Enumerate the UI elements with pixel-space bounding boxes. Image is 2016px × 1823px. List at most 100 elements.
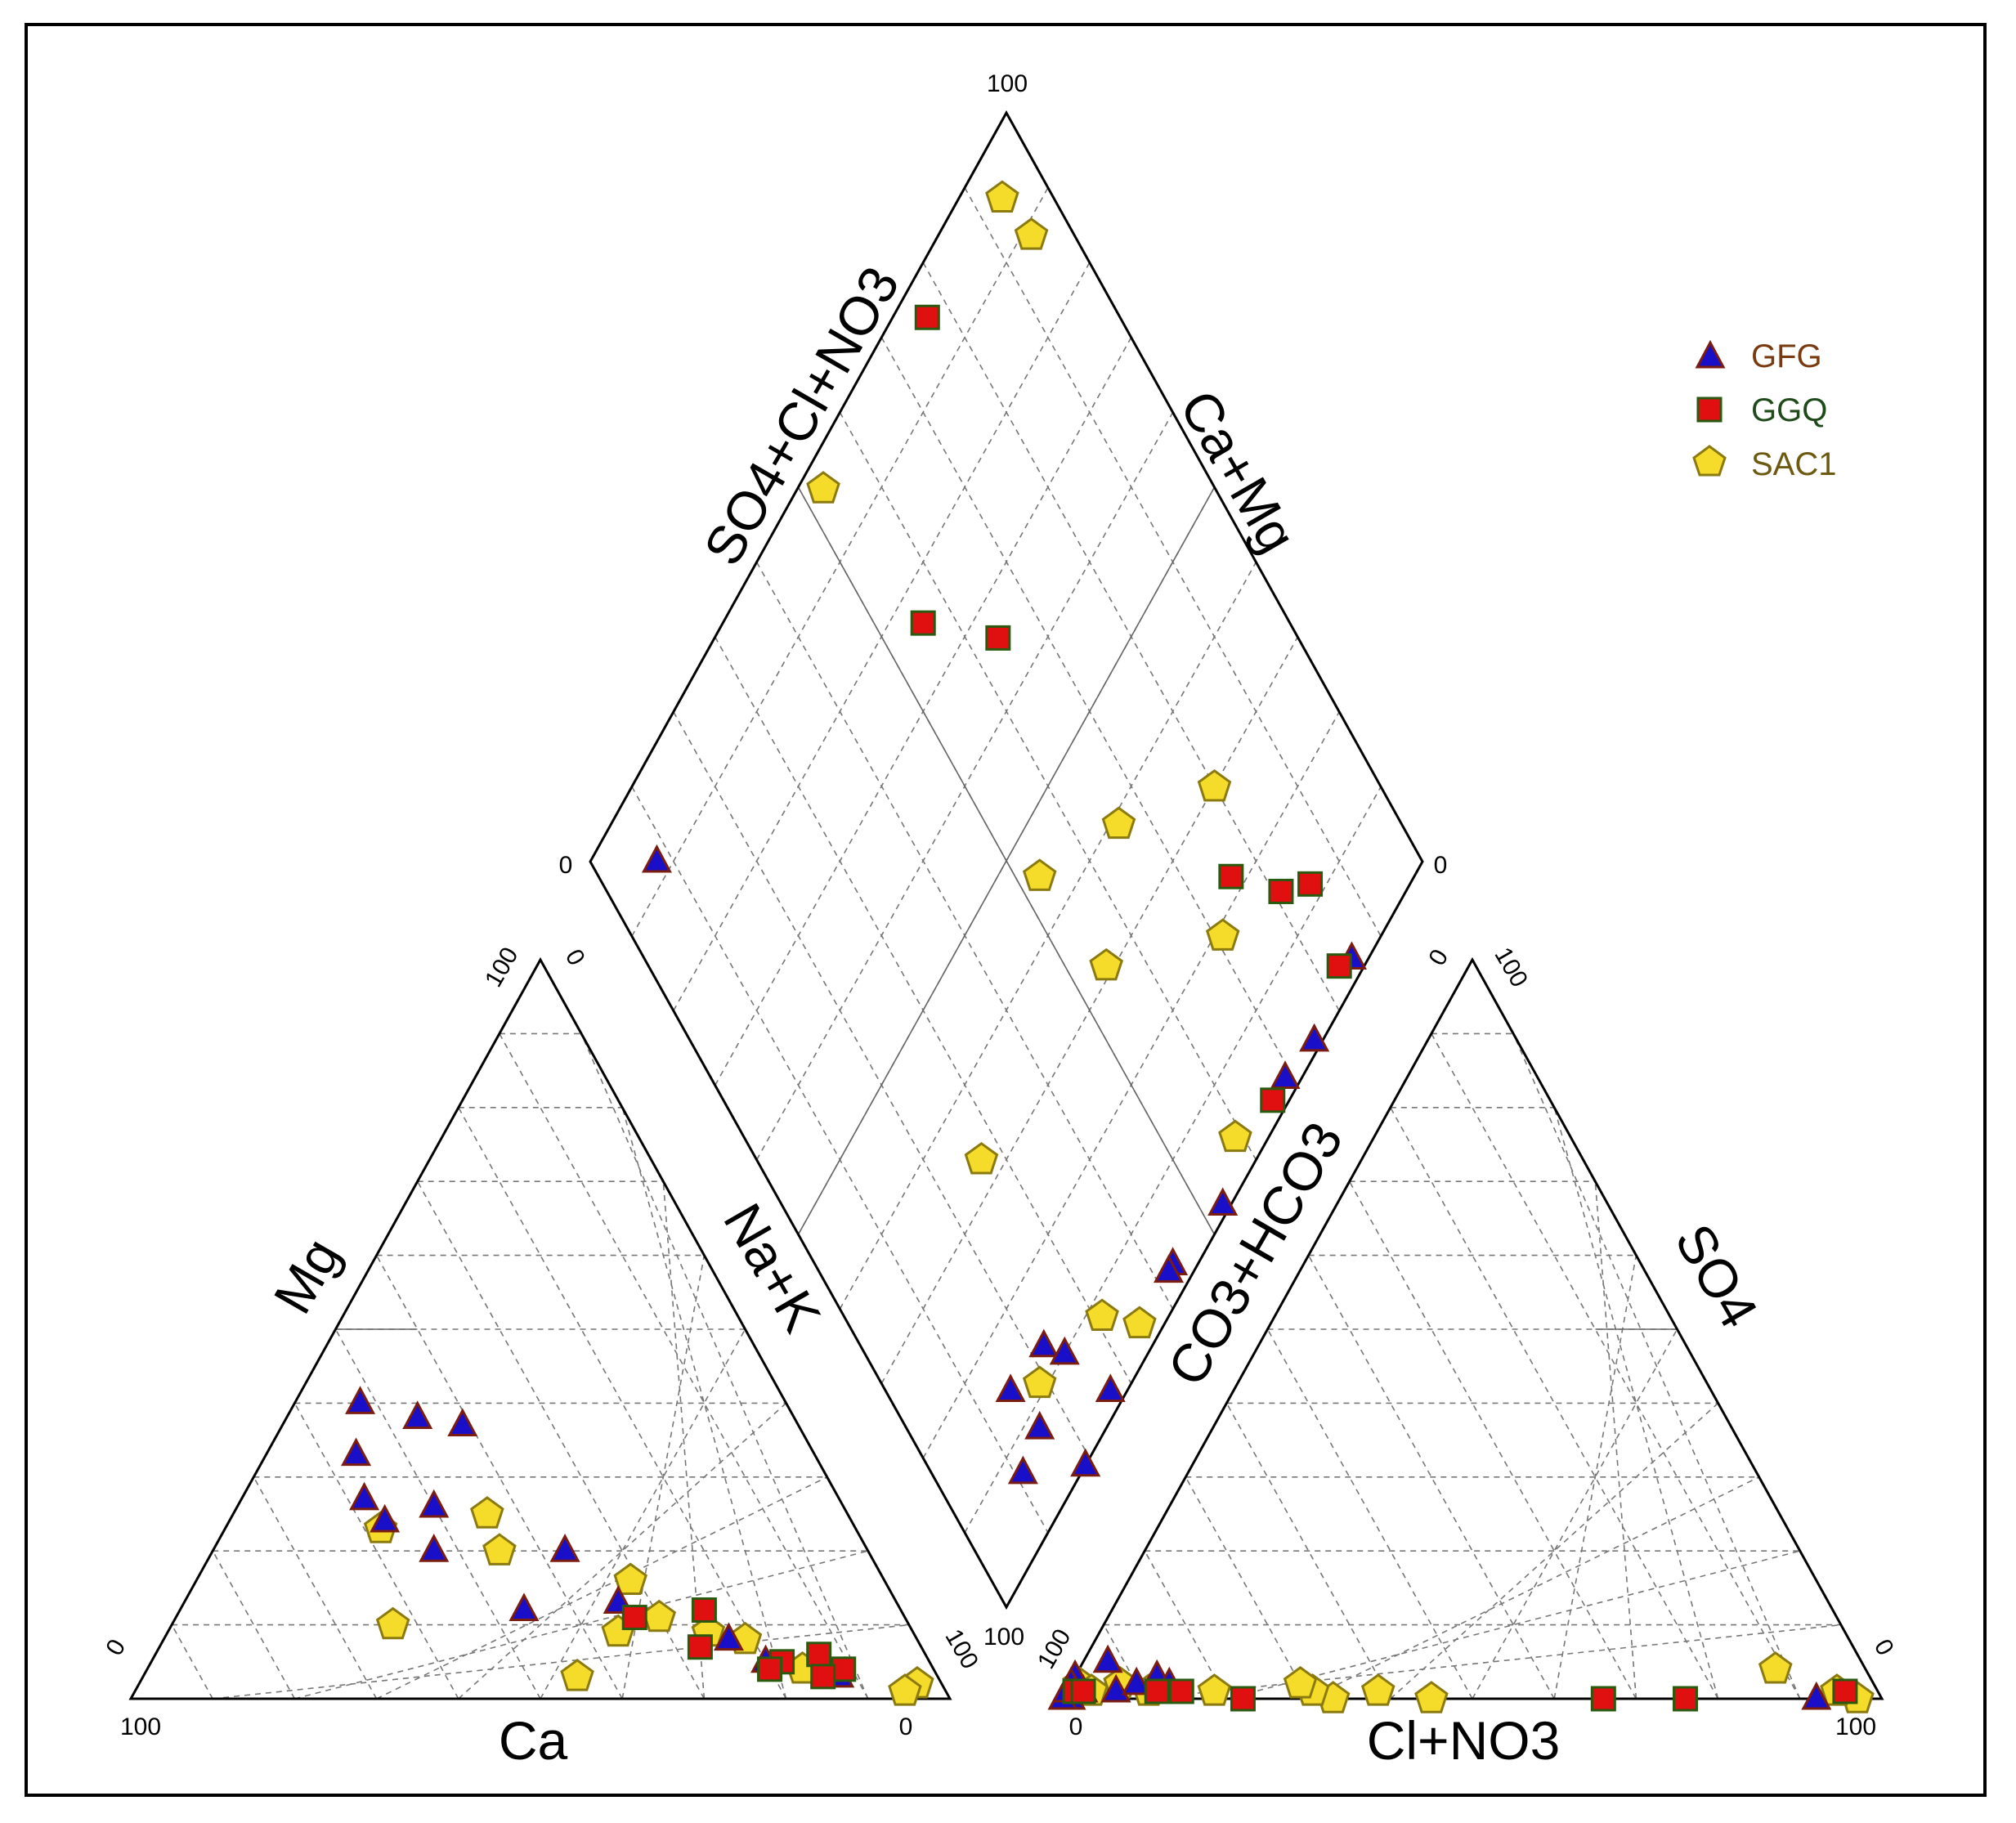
axis-label-ca-mg: Ca+Mg (1168, 380, 1308, 562)
point-ggq-diamond-0 (910, 610, 936, 636)
point-sac1-cation-5 (613, 1562, 647, 1595)
cation-grid-r-5 (334, 1328, 541, 1700)
point-gfg-anion-3 (1100, 1673, 1131, 1703)
point-ggq-cation-4 (757, 1656, 783, 1682)
anion-grid-r-9 (1431, 1033, 1801, 1700)
tick-hco3-100: 100 (1033, 1624, 1077, 1673)
point-sac1-diamond-11 (1197, 768, 1232, 802)
point-ggq-diamond-1 (985, 625, 1011, 651)
point-gfg-diamond-10 (1270, 1060, 1301, 1089)
legend-marker-ggq (1696, 396, 1723, 423)
axis-label-ca: Ca (499, 1710, 568, 1771)
anion-grid-r-5 (1266, 1328, 1473, 1700)
tick-hco3-0: 0 (1423, 945, 1454, 970)
point-gfg-cation-1 (402, 1400, 433, 1429)
tick-na-100: 100 (939, 1624, 983, 1673)
anion-triangle-outline (1060, 956, 1884, 1700)
point-gfg-diamond-2 (1028, 1328, 1060, 1358)
point-gfg-cation-3 (341, 1437, 372, 1467)
point-ggq-diamond-4 (1218, 863, 1244, 889)
anion-grid-r-2 (1144, 1550, 1228, 1700)
points-layer (341, 180, 1875, 1713)
point-sac1-anion-10 (1197, 1673, 1232, 1706)
tick-diamond-left: 0 (559, 852, 573, 879)
legend-item-sac1: SAC1 (1692, 445, 1837, 482)
cation-grid-r-3 (253, 1476, 378, 1700)
diamond-guide-b (797, 486, 1216, 1235)
point-ggq-anion-5 (1168, 1678, 1194, 1704)
point-gfg-anion-1 (1092, 1644, 1123, 1673)
point-gfg-cation-0 (345, 1386, 376, 1414)
point-sac1-diamond-3 (1089, 947, 1123, 981)
anion-grid-l-5 (1472, 1328, 1678, 1700)
tick-mg-100: 100 (480, 943, 524, 992)
legend-item-ggq: GGQ (1696, 392, 1827, 428)
point-sac1-diamond-12 (985, 180, 1019, 213)
anion-grid-l-8 (1553, 1107, 1719, 1700)
chart-frame (25, 23, 1987, 1797)
point-ggq-diamond-6 (1297, 871, 1324, 897)
point-sac1-diamond-5 (1022, 858, 1057, 891)
point-gfg-diamond-3 (1007, 1455, 1038, 1485)
cation-grid-l-2 (294, 1550, 868, 1700)
point-gfg-cation-9 (508, 1592, 540, 1622)
point-gfg-cation-5 (349, 1481, 380, 1511)
anion-grid-l-9 (1512, 1033, 1801, 1700)
legend-label-ggq: GGQ (1751, 392, 1827, 428)
anion-grid-r-3 (1185, 1476, 1310, 1700)
tick-na-0: 0 (560, 945, 590, 970)
point-sac1-diamond-8 (1122, 1306, 1157, 1339)
tick-diamond-bottom: 100 (983, 1624, 1024, 1651)
tick-ca-0: 0 (899, 1713, 913, 1740)
cation-grid-r-2 (212, 1550, 296, 1700)
legend-item-gfg: GFG (1695, 338, 1822, 374)
tick-so4-0: 0 (1869, 1635, 1899, 1660)
axis-label-so4-cl-no3: SO4+Cl+NO3 (692, 257, 911, 576)
point-gfg-cation-2 (447, 1408, 478, 1437)
legend-label-gfg: GFG (1751, 338, 1822, 374)
cation-grid-r-1 (171, 1624, 213, 1700)
tick-ca-100: 100 (120, 1713, 161, 1740)
point-sac1-diamond-4 (1101, 806, 1136, 840)
diamond-outline (589, 110, 1424, 1610)
point-gfg-cation-12 (370, 1503, 401, 1533)
point-gfg-diamond-13 (1299, 1023, 1330, 1052)
point-gfg-diamond-9 (1154, 1254, 1185, 1283)
point-sac1-cation-7 (470, 1496, 504, 1529)
tick-diamond-right: 0 (1434, 852, 1448, 879)
point-sac1-cation-0 (560, 1659, 594, 1691)
tick-diamond-top: 100 (987, 70, 1028, 97)
tick-cl-0: 0 (1069, 1713, 1083, 1740)
anion-grid-r-7 (1349, 1180, 1637, 1700)
point-sac1-cation-12 (888, 1673, 922, 1706)
cation-grid-l-5 (540, 1328, 746, 1700)
outline-layer (128, 110, 1884, 1700)
grid-layer (171, 187, 1841, 1700)
point-sac1-diamond-10 (1205, 918, 1240, 951)
cation-grid-r-9 (499, 1033, 869, 1700)
axis-label-so4: SO4 (1664, 1214, 1770, 1337)
point-ggq-cation-3 (687, 1634, 713, 1660)
anion-grid-l-3 (1308, 1476, 1760, 1700)
point-ggq-cation-0 (621, 1605, 647, 1631)
anion-grid-r-4 (1225, 1403, 1391, 1700)
point-gfg-anion-0 (1801, 1681, 1832, 1710)
axis-label-cl-no3: Cl+NO3 (1367, 1710, 1561, 1771)
tick-mg-0: 0 (101, 1635, 131, 1660)
point-ggq-anion-0 (1673, 1686, 1699, 1712)
point-ggq-diamond-3 (1260, 1087, 1286, 1113)
point-ggq-anion-1 (1590, 1686, 1616, 1712)
cation-grid-r-8 (458, 1107, 787, 1700)
point-sac1-diamond-6 (1022, 1365, 1057, 1399)
point-ggq-anion-7 (1070, 1678, 1096, 1704)
point-ggq-anion-4 (1230, 1686, 1256, 1712)
axis-label-mg: Mg (262, 1228, 352, 1323)
point-gfg-diamond-8 (1207, 1187, 1239, 1216)
point-sac1-cation-9 (642, 1599, 677, 1633)
anion-grid-l-2 (1226, 1550, 1800, 1700)
tick-so4-100: 100 (1489, 943, 1533, 992)
point-ggq-cation-5 (806, 1642, 832, 1668)
cation-triangle-outline (128, 956, 952, 1700)
point-sac1-anion-11 (1283, 1666, 1318, 1699)
